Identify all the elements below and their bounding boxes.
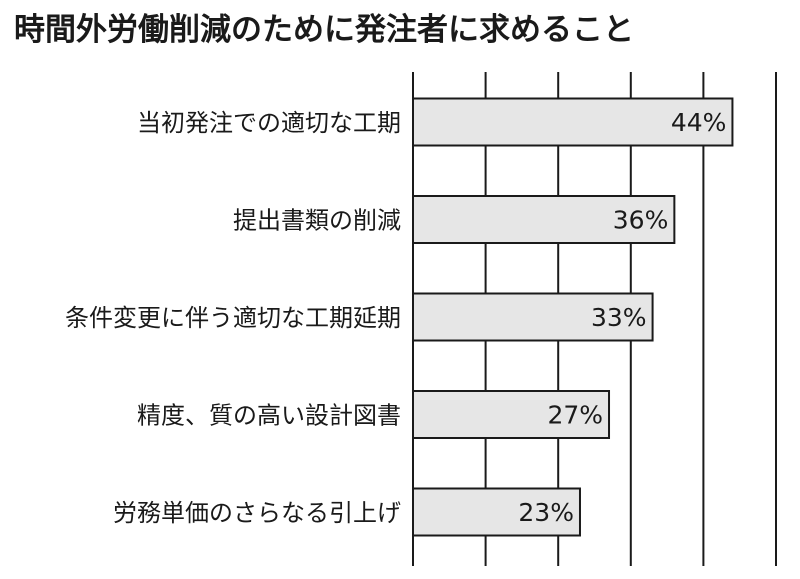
bar <box>412 97 734 147</box>
bar <box>412 292 654 342</box>
category-label: 精度、質の高い設計図書 <box>137 402 401 430</box>
category-label: 労務単価のさらなる引上げ <box>113 499 401 527</box>
value-label: 36% <box>613 206 669 235</box>
value-label: 33% <box>591 303 647 332</box>
category-label: 提出書類の削減 <box>233 207 401 235</box>
value-label: 44% <box>671 108 727 137</box>
value-label: 23% <box>518 498 574 527</box>
labels: 44% 当初発注での適切な工期 36% 提出書類の削減 33% 条件変更に伴う適切な工期延… <box>65 108 726 527</box>
value-label: 27% <box>547 401 603 430</box>
bars <box>412 97 734 537</box>
category-label: 当初発注での適切な工期 <box>137 109 401 137</box>
chart-title: 時間外労働削減のために発注者に求めること <box>14 12 634 48</box>
bar <box>412 195 676 244</box>
bar <box>412 390 611 439</box>
bar <box>412 487 581 537</box>
category-label: 条件変更に伴う適切な工期延期 <box>65 304 401 332</box>
